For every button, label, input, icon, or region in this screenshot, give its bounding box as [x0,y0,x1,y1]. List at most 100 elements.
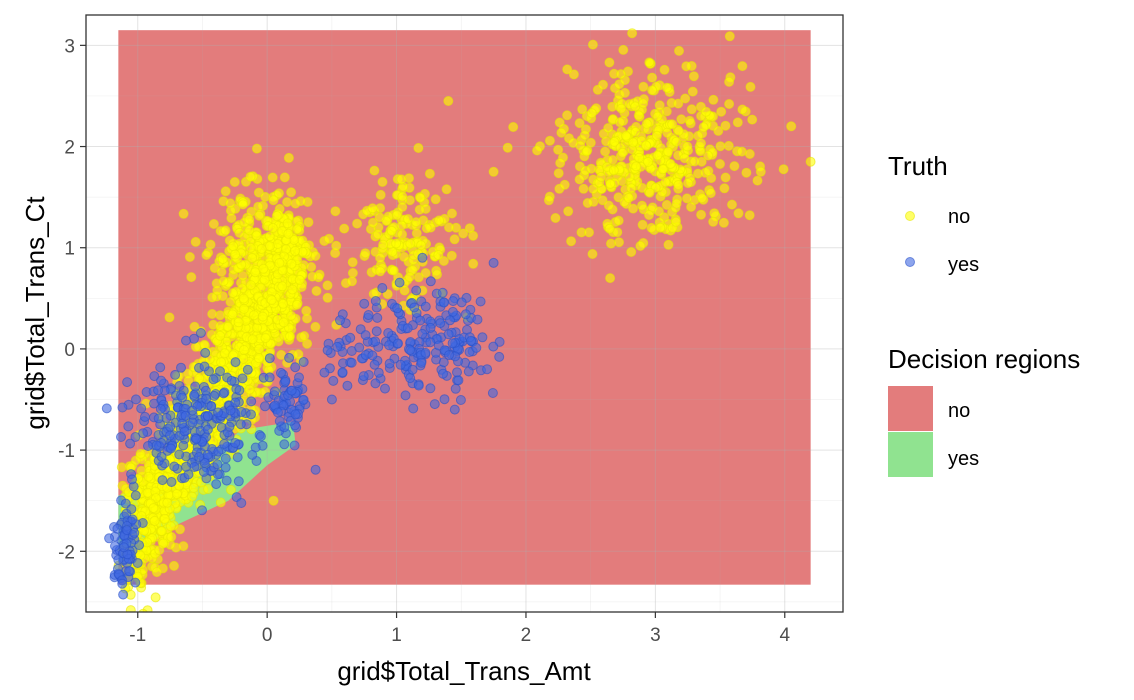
data-point-yes [429,399,440,410]
data-point-yes [367,350,378,361]
data-point-no [654,100,665,111]
data-point-no [216,266,227,277]
data-point-yes [169,461,180,472]
data-point-yes [453,375,464,386]
data-point-no [190,236,201,247]
data-point-no [563,206,574,217]
data-point-yes [101,403,112,414]
data-point-no [574,118,585,129]
data-point-no [396,220,407,231]
data-point-yes [199,361,210,372]
data-point-yes [255,431,266,442]
data-point-no [311,286,322,296]
data-point-no [584,227,594,238]
data-point-yes [117,578,128,589]
data-point-yes [326,394,337,405]
data-point-yes [332,341,343,352]
data-point-yes [360,330,371,341]
data-point-no [662,127,673,138]
data-point-yes [235,419,246,430]
data-point-yes [284,352,295,363]
data-point-yes [129,527,140,538]
legend-truth-yes-label: yes [948,254,979,276]
data-point-yes [294,372,304,383]
data-point-no [676,114,687,125]
data-point-no [732,117,743,128]
data-point-no [683,178,693,189]
data-point-no [605,179,616,189]
data-point-no [271,211,282,221]
data-point-no [464,223,475,234]
data-point-no [268,495,279,506]
data-point-yes [126,504,137,515]
data-point-yes [189,462,200,472]
data-point-no [667,119,678,130]
data-point-no [322,292,333,303]
data-point-no [661,199,672,210]
data-point-no [716,106,727,117]
data-point-no [220,225,231,236]
data-point-no [737,104,748,115]
y-tick-label: 2 [64,138,75,159]
data-point-no [302,313,312,324]
data-point-no [644,210,654,220]
data-point-no [223,321,233,332]
data-point-no [254,344,265,354]
x-tick-label: 1 [391,625,402,646]
data-point-yes [208,374,219,385]
data-point-no [233,317,244,328]
data-point-no [627,28,638,39]
data-point-no [278,317,289,328]
data-point-no [225,296,236,307]
data-point-no [449,234,460,245]
data-point-no [446,250,457,261]
data-point-no [720,172,731,183]
data-point-no [614,237,624,248]
data-point-no [703,150,714,161]
data-point-yes [180,410,191,421]
data-point-no [143,471,154,482]
data-point-no [184,252,195,262]
data-point-no [424,168,435,179]
data-point-no [747,114,758,125]
data-point-no [154,545,165,556]
data-point-no [616,103,627,114]
data-point-no [684,115,695,126]
data-point-yes [380,383,390,394]
data-point-no [638,98,649,109]
data-point-yes [136,403,147,414]
data-point-no [194,373,205,384]
y-tick-label: 3 [64,36,75,57]
legend-truth-no-key [905,211,915,221]
data-point-no [254,210,265,221]
data-point-yes [482,364,493,375]
data-point-no [598,79,608,90]
data-point-yes [417,328,428,339]
data-point-yes [127,474,137,485]
data-point-no [239,303,249,314]
data-point-yes [189,390,200,401]
data-point-no [720,120,731,131]
x-tick-label: 3 [650,625,661,646]
data-point-no [215,330,226,341]
data-point-no [264,231,275,242]
data-point-no [744,149,755,159]
data-point-no [303,217,314,228]
data-point-no [375,266,386,277]
data-point-no [532,145,543,156]
data-point-no [644,57,655,68]
data-point-no [239,345,249,355]
data-point-no [216,357,227,368]
data-point-no [322,280,333,291]
data-point-yes [494,351,505,362]
data-point-no [587,39,598,50]
data-point-no [737,61,748,72]
data-point-yes [407,364,418,375]
data-point-yes [392,303,403,314]
data-point-yes [211,479,222,490]
data-point-no [641,118,652,129]
data-point-yes [206,401,217,412]
data-point-no [254,353,264,364]
data-point-no [165,521,176,532]
data-point-yes [373,367,384,378]
